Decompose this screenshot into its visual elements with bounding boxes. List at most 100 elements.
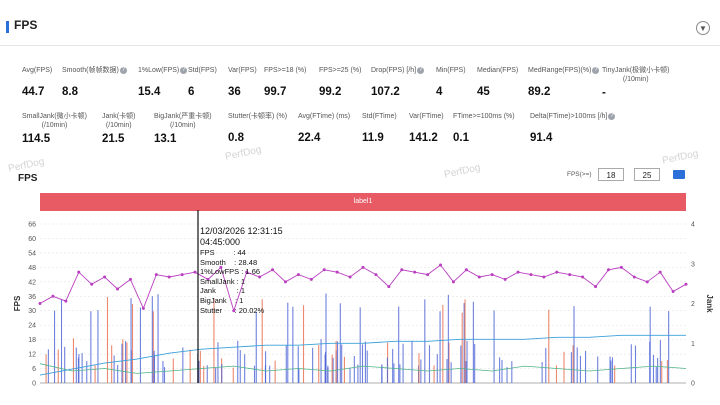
tooltip-row: SmallJank : 1: [200, 276, 246, 286]
fps-point: [90, 282, 94, 286]
stat-label: Avg(FTime) (ms): [298, 112, 350, 121]
stat-block: SmallJank(微小卡顿) (/10min) 114.5: [22, 112, 87, 146]
stat-block: Var(FTime) 141.2: [409, 112, 444, 145]
stat-value: 99.7: [264, 86, 287, 98]
fps-threshold-input-1[interactable]: 18: [598, 168, 624, 181]
stat-label-text: Avg(FTime) (ms): [298, 113, 351, 120]
section-accent-bar: [6, 21, 9, 33]
fps-point: [206, 277, 210, 281]
fps-point: [658, 270, 662, 274]
stat-label: Jank(卡顿): [102, 112, 135, 121]
fps-threshold-input-2[interactable]: 25: [634, 168, 660, 181]
stat-label-text: Min(FPS): [436, 67, 466, 74]
stat-label-text: FPS>=25 (%): [319, 67, 362, 74]
stat-label-text: FTime>=100ms (%): [453, 113, 515, 120]
fps-point: [671, 289, 675, 293]
fps-point: [128, 277, 132, 281]
stat-block: TinyJank(极微小卡顿) (/10min) -: [602, 66, 669, 100]
y2-tick-label: 4: [691, 222, 695, 229]
tooltip-row: Smooth : 28.48: [200, 257, 258, 267]
stat-value: 4: [436, 86, 443, 98]
help-icon[interactable]: ?: [417, 66, 425, 74]
stat-label: Var(FPS): [228, 66, 257, 75]
stat-label-text: Jank(卡顿): [102, 113, 136, 120]
y-axis-label: FPS: [13, 295, 22, 311]
fps-threshold-label: FPS(>=): [567, 171, 592, 178]
stat-label-text: SmallJank(微小卡顿): [22, 113, 87, 120]
fps-point: [542, 275, 546, 279]
fps-point: [64, 299, 68, 303]
stat-label-unit: (/10min): [105, 122, 132, 129]
fps-point: [529, 273, 533, 277]
y-tick-label: 48: [28, 265, 36, 272]
fps-point: [258, 275, 262, 279]
header-divider: [0, 45, 720, 46]
stat-label-text: Delta(FTime)>100ms [/h]: [530, 113, 608, 120]
help-icon[interactable]: ?: [180, 66, 188, 74]
stat-label: 1%Low(FPS)?: [138, 66, 188, 75]
fps-point: [490, 273, 494, 277]
stat-label-text: Std(FPS): [188, 67, 217, 74]
tooltip-row: Stutter : 20.02%: [200, 305, 265, 315]
fps-point: [555, 270, 559, 274]
fps-point: [296, 273, 300, 277]
stat-label-unit: (/10min): [622, 76, 649, 83]
stat-label-text: MedRange(FPS)(%): [528, 67, 592, 74]
y2-tick-label: 2: [691, 301, 695, 308]
stat-block: Std(FTime) 11.9: [362, 112, 397, 145]
stat-value: 114.5: [22, 133, 51, 145]
stat-value: 0.8: [228, 132, 244, 144]
stat-label-text: Stutter(卡顿率) (%): [228, 113, 288, 120]
fps-point: [503, 277, 507, 281]
fps-point: [477, 275, 481, 279]
stat-label-text: TinyJank(极微小卡顿): [602, 67, 670, 74]
stat-label-unit: (/10min): [41, 122, 68, 129]
fps-point: [400, 268, 404, 272]
stat-value: 107.2: [371, 86, 400, 98]
help-icon[interactable]: ?: [592, 66, 600, 74]
fps-point: [77, 270, 81, 274]
y-tick-label: 12: [28, 352, 36, 359]
stat-value: 21.5: [102, 133, 125, 145]
y-tick-label: 42: [28, 279, 36, 286]
label-band[interactable]: label1: [40, 193, 686, 211]
fps-point: [219, 265, 223, 269]
series-smooth-line: [39, 363, 687, 374]
y2-tick-label: 0: [691, 381, 695, 388]
help-icon[interactable]: ?: [608, 112, 616, 120]
fps-point: [645, 280, 649, 284]
stat-value: 99.2: [319, 86, 342, 98]
stat-label-text: Smooth(帧帧数据): [62, 67, 119, 74]
fps-point: [581, 275, 585, 279]
fps-point: [335, 270, 339, 274]
stat-block: FPS>=25 (%) 99.2: [319, 66, 361, 99]
stat-label: BigJank(严重卡顿): [154, 112, 212, 121]
stat-label-text: Var(FPS): [228, 67, 257, 74]
fps-point: [439, 263, 443, 267]
fps-point: [426, 273, 430, 277]
y2-axis-label: Jank: [705, 294, 714, 313]
stat-label: Min(FPS): [436, 66, 466, 75]
fps-section-header: FPS ▼: [0, 0, 720, 46]
fps-point: [361, 265, 365, 269]
y-tick-label: 30: [28, 308, 36, 315]
fps-point: [283, 280, 287, 284]
threshold-apply-button[interactable]: [673, 170, 685, 179]
y-tick-label: 60: [28, 236, 36, 243]
stat-value: -: [602, 87, 606, 99]
stat-label: FPS>=25 (%): [319, 66, 361, 75]
fps-point: [387, 285, 391, 289]
stat-value: 8.8: [62, 86, 78, 98]
fps-point: [348, 275, 352, 279]
stat-label: Median(FPS): [477, 66, 518, 75]
tooltip-time: 04:45:000: [200, 237, 241, 247]
y-tick-label: 0: [32, 381, 36, 388]
collapse-chevron-icon[interactable]: ▼: [696, 21, 710, 35]
fps-point: [154, 273, 158, 277]
stat-label: Var(FTime): [409, 112, 444, 121]
fps-point: [51, 294, 55, 298]
stat-block: FPS>=18 (%) 99.7: [264, 66, 306, 99]
stat-block: Drop(FPS) [/h]? 107.2: [371, 66, 425, 99]
help-icon[interactable]: ?: [119, 66, 127, 74]
